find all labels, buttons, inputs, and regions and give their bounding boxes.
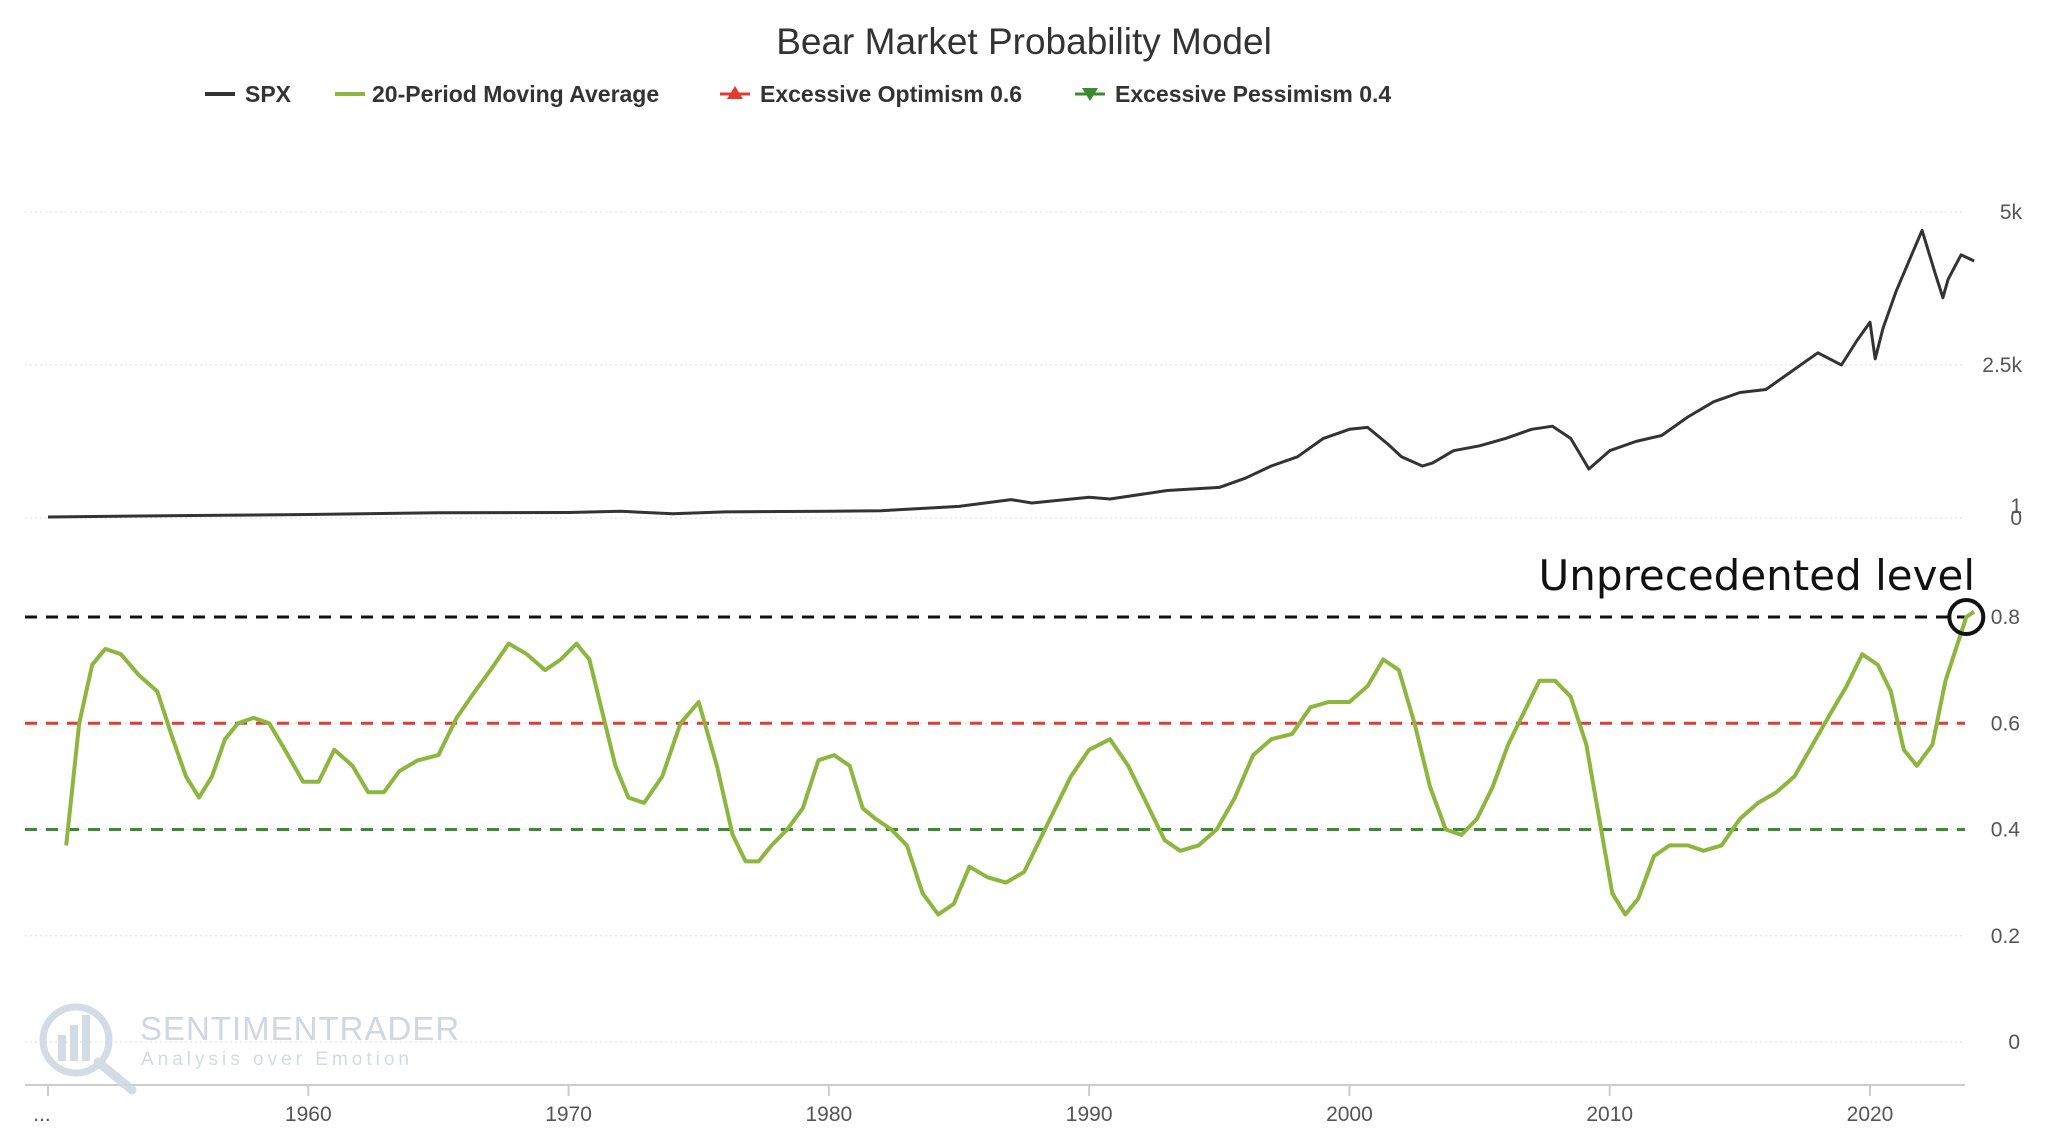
legend-item: Excessive Pessimism 0.4: [1075, 81, 1391, 107]
legend-item: 20-Period Moving Average: [335, 81, 659, 107]
annotation-text: Unprecedented level: [1539, 551, 1975, 600]
x-tick-label: 1970: [545, 1103, 592, 1126]
moving-average-line: [64, 610, 1976, 917]
x-tick-label: 1990: [1066, 1103, 1113, 1126]
x-tick-label: 2020: [1847, 1103, 1894, 1126]
legend-item: SPX: [205, 81, 292, 107]
watermark-tagline: Analysis over Emotion: [141, 1049, 413, 1070]
x-tick-label: 1960: [285, 1103, 332, 1126]
probability-tick-label: 0: [2008, 1031, 2020, 1054]
price-axis: 0 2.5k 5k 1: [1982, 201, 2022, 530]
price-grid: [25, 211, 1965, 519]
watermark: SENTIMENTRADER Analysis over Emotion: [39, 1003, 460, 1095]
probability-tick-label: 0.4: [1991, 819, 2021, 842]
price-tick-label: 5k: [2000, 201, 2023, 224]
probability-axis: 0 0.2 0.4 0.6 0.8: [1991, 606, 2021, 1054]
legend: SPX 20-Period Moving Average Excessive Opt…: [205, 81, 1391, 107]
x-axis: ... 1960 1970 1980 1990 2000 2010 2020: [25, 1084, 1965, 1126]
x-tick-label: ...: [33, 1103, 51, 1126]
annotation: Unprecedented level: [1539, 551, 1986, 636]
price-tick-label: 2.5k: [1982, 354, 2022, 377]
probability-panel: 0 0.2 0.4 0.6 0.8 Unprecedented level: [25, 551, 2020, 1054]
legend-item: Excessive Optimism 0.6: [720, 81, 1022, 107]
legend-label: Excessive Pessimism 0.4: [1115, 81, 1391, 107]
sentimentrader-logo-icon: [39, 1003, 137, 1095]
probability-tick-label: 0.2: [1991, 925, 2020, 948]
price-tick-label: 1: [2010, 495, 2022, 518]
legend-label: SPX: [245, 81, 292, 107]
annotation-circle: [1947, 598, 1986, 636]
price-series: [47, 228, 1975, 519]
legend-label: Excessive Optimism 0.6: [760, 81, 1022, 107]
watermark-name: SENTIMENTRADER: [140, 1010, 460, 1047]
probability-grid: [25, 722, 1965, 1043]
spx-line: [47, 228, 1975, 519]
probability-series: [64, 610, 1976, 917]
triangle-up-icon: [727, 86, 743, 99]
chart-title: Bear Market Probability Model: [776, 21, 1272, 62]
price-tick-label: 0: [2010, 507, 2022, 530]
probability-tick-label: 0.6: [1991, 712, 2020, 735]
legend-label: 20-Period Moving Average: [372, 81, 659, 107]
x-tick-label: 1980: [805, 1103, 852, 1126]
reference-lines: [25, 615, 1965, 831]
probability-tick-label: 0.8: [1991, 606, 2020, 629]
x-tick-label: 2010: [1586, 1103, 1633, 1126]
triangle-down-icon: [1082, 88, 1098, 101]
x-tick-label: 2000: [1326, 1103, 1373, 1126]
price-panel: 0 2.5k 5k 1: [25, 201, 2022, 530]
